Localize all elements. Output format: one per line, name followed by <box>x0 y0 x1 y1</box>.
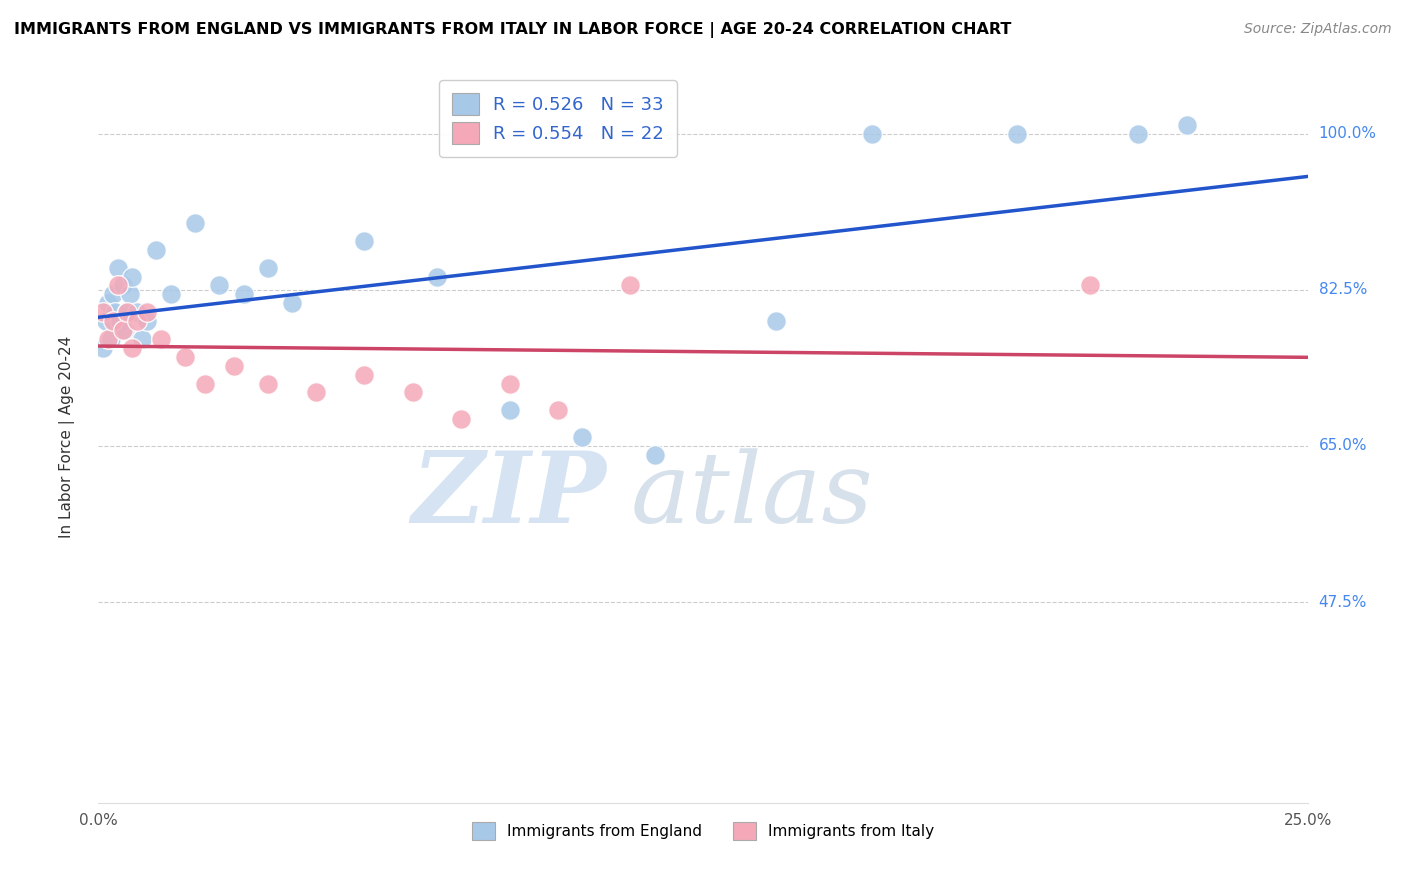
Text: Source: ZipAtlas.com: Source: ZipAtlas.com <box>1244 22 1392 37</box>
Point <box>305 385 328 400</box>
Point <box>108 314 131 328</box>
Point <box>160 287 183 301</box>
Point <box>222 359 245 373</box>
Point <box>402 385 425 400</box>
Point <box>644 448 666 462</box>
Point <box>101 287 124 301</box>
Point <box>97 296 120 310</box>
Point <box>131 332 153 346</box>
Point <box>1175 118 1198 132</box>
Point <box>619 278 641 293</box>
Point <box>353 234 375 248</box>
Text: 65.0%: 65.0% <box>1319 439 1367 453</box>
Point <box>256 376 278 391</box>
Text: 47.5%: 47.5% <box>1319 595 1367 609</box>
Point <box>1078 278 1101 293</box>
Point <box>571 430 593 444</box>
Point <box>353 368 375 382</box>
Point <box>127 305 149 319</box>
Point <box>498 376 520 391</box>
Point <box>426 269 449 284</box>
Point <box>107 278 129 293</box>
Point <box>127 314 149 328</box>
Point <box>118 287 141 301</box>
Point <box>111 323 134 337</box>
Text: 100.0%: 100.0% <box>1319 127 1376 141</box>
Point <box>135 314 157 328</box>
Point <box>256 260 278 275</box>
Point <box>194 376 217 391</box>
Point <box>498 403 520 417</box>
Point <box>104 305 127 319</box>
Point <box>94 314 117 328</box>
Text: atlas: atlas <box>630 448 873 543</box>
Point <box>281 296 304 310</box>
Point <box>91 305 114 319</box>
Point <box>1128 127 1150 141</box>
Point <box>135 305 157 319</box>
Point <box>450 412 472 426</box>
Point <box>111 278 134 293</box>
Point <box>117 305 139 319</box>
Point <box>1007 127 1029 141</box>
Point <box>114 323 136 337</box>
Point <box>91 341 114 355</box>
Point <box>101 314 124 328</box>
Point <box>117 305 139 319</box>
Point <box>97 332 120 346</box>
Point <box>150 332 173 346</box>
Point <box>765 314 787 328</box>
Point <box>860 127 883 141</box>
Point <box>174 350 197 364</box>
Point <box>208 278 231 293</box>
Text: IMMIGRANTS FROM ENGLAND VS IMMIGRANTS FROM ITALY IN LABOR FORCE | AGE 20-24 CORR: IMMIGRANTS FROM ENGLAND VS IMMIGRANTS FR… <box>14 22 1011 38</box>
Point <box>121 341 143 355</box>
Point <box>100 332 122 346</box>
Point <box>547 403 569 417</box>
Text: ZIP: ZIP <box>412 448 606 544</box>
Legend: Immigrants from England, Immigrants from Italy: Immigrants from England, Immigrants from… <box>465 815 941 847</box>
Y-axis label: In Labor Force | Age 20-24: In Labor Force | Age 20-24 <box>59 336 75 538</box>
Point <box>184 216 207 230</box>
Point <box>107 260 129 275</box>
Point <box>232 287 254 301</box>
Text: 82.5%: 82.5% <box>1319 283 1367 297</box>
Point <box>121 269 143 284</box>
Point <box>145 243 167 257</box>
